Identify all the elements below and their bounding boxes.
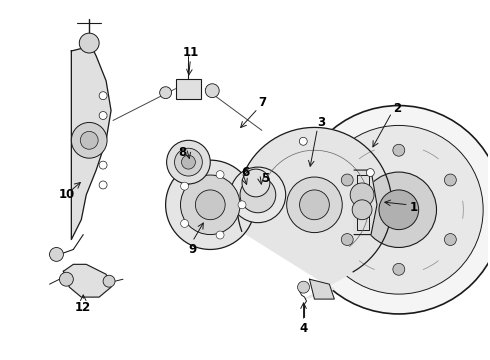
Circle shape [444, 234, 456, 246]
Text: 5: 5 [261, 171, 269, 185]
Circle shape [181, 220, 189, 228]
Circle shape [79, 33, 99, 53]
Circle shape [352, 200, 372, 220]
Circle shape [342, 174, 353, 186]
Circle shape [99, 92, 107, 100]
Circle shape [166, 160, 255, 249]
Polygon shape [310, 279, 334, 299]
Circle shape [287, 177, 342, 233]
Circle shape [240, 177, 276, 213]
Circle shape [238, 201, 246, 209]
Circle shape [174, 148, 202, 176]
Circle shape [342, 234, 353, 246]
Circle shape [379, 190, 418, 230]
Circle shape [294, 105, 490, 314]
Text: 4: 4 [299, 322, 308, 336]
Polygon shape [357, 175, 369, 230]
Circle shape [297, 281, 310, 293]
Text: 9: 9 [188, 243, 196, 256]
Circle shape [160, 87, 172, 99]
Text: 1: 1 [410, 201, 418, 214]
Polygon shape [72, 46, 111, 239]
Circle shape [367, 168, 374, 176]
Circle shape [181, 182, 189, 190]
Circle shape [49, 247, 63, 261]
Circle shape [393, 144, 405, 156]
Circle shape [444, 174, 456, 186]
Circle shape [350, 183, 374, 207]
Text: 8: 8 [178, 146, 187, 159]
Circle shape [99, 112, 107, 120]
Circle shape [299, 137, 307, 145]
Text: 7: 7 [258, 96, 266, 109]
Circle shape [230, 167, 286, 223]
Polygon shape [354, 170, 377, 235]
Circle shape [180, 175, 240, 235]
Circle shape [250, 179, 258, 187]
Circle shape [99, 181, 107, 189]
Circle shape [205, 84, 219, 98]
Circle shape [216, 171, 224, 179]
Circle shape [196, 190, 225, 220]
Circle shape [216, 231, 224, 239]
Circle shape [393, 264, 405, 275]
Text: 2: 2 [393, 102, 401, 115]
Polygon shape [237, 127, 392, 299]
Circle shape [167, 140, 210, 184]
Circle shape [242, 169, 270, 197]
Circle shape [59, 272, 74, 286]
Circle shape [103, 275, 115, 287]
Text: 10: 10 [58, 188, 74, 201]
Polygon shape [63, 264, 111, 297]
Circle shape [315, 125, 483, 294]
FancyBboxPatch shape [175, 79, 201, 99]
Text: 3: 3 [318, 116, 325, 129]
Circle shape [80, 131, 98, 149]
Circle shape [181, 155, 196, 169]
Circle shape [299, 190, 329, 220]
Circle shape [99, 161, 107, 169]
Circle shape [361, 172, 437, 247]
Circle shape [72, 122, 107, 158]
Text: 11: 11 [182, 46, 198, 59]
Text: 12: 12 [75, 301, 91, 314]
Text: 6: 6 [241, 166, 249, 179]
